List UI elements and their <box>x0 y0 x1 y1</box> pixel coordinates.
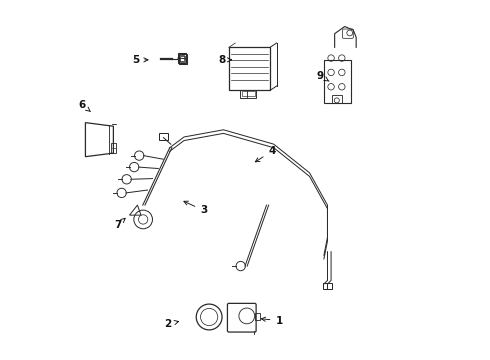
Bar <box>159 134 168 140</box>
Text: 5: 5 <box>132 55 148 65</box>
Bar <box>240 90 256 98</box>
Bar <box>179 55 184 61</box>
Bar <box>180 55 185 62</box>
Text: 1: 1 <box>261 316 283 325</box>
Bar <box>178 53 186 63</box>
Bar <box>229 47 270 90</box>
Bar <box>179 54 187 64</box>
Bar <box>111 143 116 153</box>
Bar <box>255 314 260 320</box>
Text: 2: 2 <box>164 319 178 329</box>
Bar <box>323 283 332 289</box>
Text: 3: 3 <box>184 201 207 216</box>
Text: 9: 9 <box>317 71 329 81</box>
Text: 6: 6 <box>78 100 91 112</box>
Text: 8: 8 <box>218 55 231 65</box>
Bar <box>324 60 351 103</box>
Text: 4: 4 <box>255 146 275 162</box>
Text: 7: 7 <box>114 218 125 230</box>
Bar <box>242 91 255 96</box>
Bar <box>332 95 342 103</box>
